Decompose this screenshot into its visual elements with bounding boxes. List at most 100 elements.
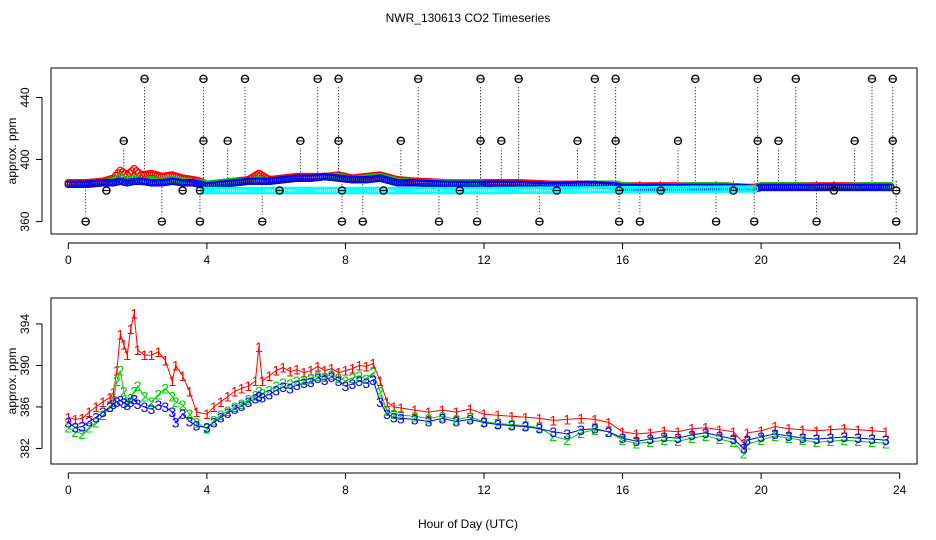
series-3-point: 3 <box>799 430 807 446</box>
series-3-point: 3 <box>127 394 135 410</box>
series-1-point: 1 <box>168 373 176 389</box>
series-1-point: 1 <box>255 339 263 355</box>
series-3-point: 3 <box>307 374 315 390</box>
series-3-point: 3 <box>827 430 835 446</box>
series-1-point: 1 <box>258 373 266 389</box>
series-2-point: 2 <box>231 399 239 415</box>
series-1-point: 1 <box>210 399 218 415</box>
series-3-point: 3 <box>78 419 86 435</box>
series-1-point: 1 <box>439 402 447 418</box>
series-3-point: 3 <box>688 427 696 443</box>
spike-marker <box>334 136 343 146</box>
top-x-tick-label: 24 <box>893 253 907 267</box>
series-2-point: 2 <box>480 413 488 429</box>
series-1-point: 1 <box>854 422 862 438</box>
series-3-point: 3 <box>633 433 641 449</box>
spike-marker <box>140 74 149 84</box>
series-2-point: 2 <box>286 376 294 392</box>
top-x-tick-label: 20 <box>754 253 768 267</box>
blue-point <box>882 183 891 192</box>
series-1-point: 1 <box>348 361 356 377</box>
spike-marker <box>472 217 482 226</box>
series-3-point: 3 <box>494 417 502 433</box>
series-3-point: 3 <box>293 377 301 393</box>
series-2-point: 2 <box>716 431 724 447</box>
series-3-point: 3 <box>186 413 194 429</box>
series-2-point: 2 <box>840 432 848 448</box>
series-1-point: 1 <box>179 368 187 384</box>
spike-marker <box>476 74 485 84</box>
series-1-point: 1 <box>300 365 308 381</box>
series-3-point: 3 <box>161 399 169 415</box>
bottom-y-tick-label: 390 <box>18 355 32 375</box>
spike-marker <box>223 136 232 146</box>
series-2-point: 2 <box>328 367 336 383</box>
series-2-point: 2 <box>549 428 557 444</box>
spike-marker <box>119 136 128 146</box>
spike-marker <box>413 74 423 84</box>
spike-marker <box>455 186 465 195</box>
top-plot-frame <box>50 67 918 235</box>
series-3-point: 3 <box>508 418 516 434</box>
series-1-point: 1 <box>480 406 488 422</box>
top-x-tick-label: 0 <box>65 253 72 267</box>
spike-marker <box>711 217 721 226</box>
series-3-point: 3 <box>757 429 765 445</box>
series-3-point: 3 <box>840 429 848 445</box>
series-2-point: 2 <box>646 434 654 450</box>
series-1-point: 1 <box>314 358 322 374</box>
series-2-point: 2 <box>494 416 502 432</box>
cyan-point <box>746 185 754 193</box>
series-2-point: 2 <box>355 368 363 384</box>
series-3-point: 3 <box>172 415 180 431</box>
series-3-point: 3 <box>321 372 329 388</box>
series-3-point: 3 <box>549 424 557 440</box>
series-2-point: 2 <box>827 433 835 449</box>
series-2-point: 2 <box>179 397 187 413</box>
spike-marker <box>240 74 250 84</box>
series-1-point: 1 <box>134 342 142 358</box>
series-3-point: 3 <box>179 406 187 422</box>
series-2-point: 2 <box>425 410 433 426</box>
series-2-point: 2 <box>383 403 391 419</box>
spike-marker <box>514 74 523 84</box>
series-2-point: 2 <box>390 406 398 422</box>
series-2-point: 2 <box>265 382 273 398</box>
spike-marker <box>337 217 347 226</box>
series-3-point: 3 <box>141 399 149 415</box>
series-1-point: 1 <box>452 404 460 420</box>
series-2-point: 2 <box>116 363 124 379</box>
series-1-point: 1 <box>362 358 370 374</box>
series-3-point: 3 <box>168 404 176 420</box>
series-3-point: 3 <box>536 421 544 437</box>
series-2-point: 2 <box>335 370 343 386</box>
spike-marker <box>590 74 600 84</box>
series-1-point: 1 <box>321 363 329 379</box>
series-3-point: 3 <box>92 409 100 425</box>
top-y-axis-label: approx. ppm <box>5 118 19 185</box>
series-1-point: 1 <box>674 424 682 440</box>
spike-marker <box>199 136 208 146</box>
series-1-point: 1 <box>743 425 751 441</box>
spike-marker <box>867 74 877 84</box>
series-1-point: 1 <box>827 422 835 438</box>
series-3-point: 3 <box>730 431 738 447</box>
series-3-point: 3 <box>439 410 447 426</box>
series-3-point: 3 <box>674 430 682 446</box>
series-3-point: 3 <box>522 419 530 435</box>
series-2-point: 2 <box>785 430 793 446</box>
bottom-plot-frame <box>50 297 918 465</box>
series-2-point: 2 <box>591 422 599 438</box>
series-2-point: 2 <box>799 432 807 448</box>
series-1-point: 1 <box>217 394 225 410</box>
series-2-point: 2 <box>605 424 613 440</box>
series-2-point: 2 <box>255 383 263 399</box>
series-1-point: 1 <box>286 364 294 380</box>
series-2-point: 2 <box>854 433 862 449</box>
spike-marker <box>611 74 620 84</box>
series-2-point: 2 <box>743 436 751 452</box>
